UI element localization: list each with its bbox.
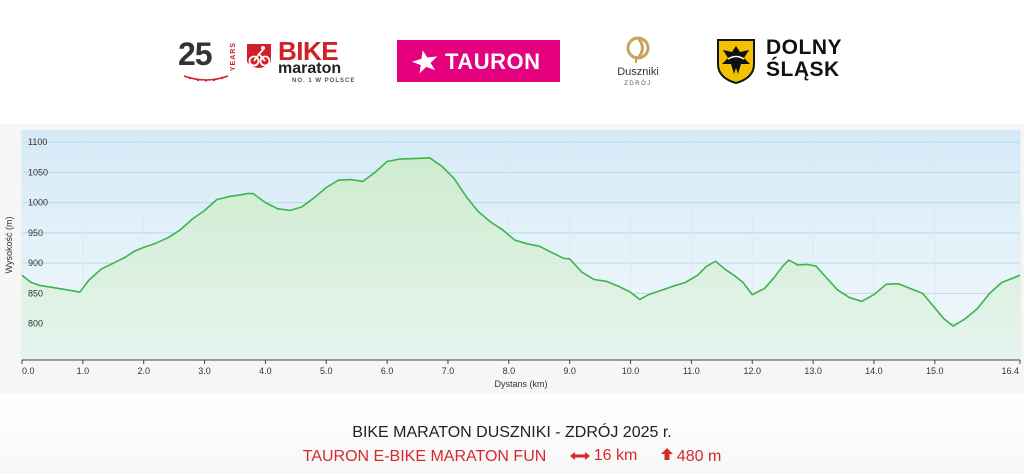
event-title: BIKE MARATON DUSZNIKI - ZDRÓJ 2025 r. [352,424,672,441]
y-tick-label: 1100 [28,137,47,147]
x-tick-label: 10.0 [622,366,640,376]
bike-tagline: NO. 1 W POLSCE [292,78,356,84]
x-tick-label: 15.0 [926,366,944,376]
x-tick-label: 8.0 [503,366,516,376]
duszniki-logo: Duszniki ZDRÓJ [598,36,678,88]
y-tick-label: 850 [28,288,43,298]
cyclist-emblem-icon [247,44,271,68]
x-tick-label: 0.0 [22,366,35,376]
bike-maraton-logo: 25 YEARS BIKE maraton NO. 1 W POLSCE [178,36,360,86]
y-tick-label: 1000 [28,198,48,208]
x-tick-label: 2.0 [137,366,150,376]
eagle-shield-icon [717,39,755,84]
y-axis-title: Wysokość (m) [4,217,14,274]
years-number: 25 [178,36,213,72]
y-tick-label: 800 [28,319,43,329]
distance-stat: 16 km [569,447,638,465]
tauron-text: TAURON [445,49,541,74]
y-axis-ticks: 800 850 900 950 1000 1050 1100 [28,137,48,329]
tauron-logo: TAURON [397,40,560,82]
x-tick-label: 7.0 [442,366,455,376]
x-axis-title: Dystans (km) [494,379,547,389]
x-tick-label: 11.0 [683,366,700,376]
x-tick-label: 9.0 [563,366,576,376]
x-tick-label: 12.0 [743,366,761,376]
x-tick-label: 16.4 [1001,366,1019,376]
ascent-value: 480 m [676,447,722,465]
y-tick-label: 950 [28,228,43,238]
elevation-profile-svg: 800 850 900 950 1000 1050 1100 0.0 1.0 2.0 3.0 4.0… [0,124,1024,394]
y-tick-label: 1050 [28,167,48,177]
distance-value: 16 km [593,447,638,465]
x-tick-label: 14.0 [865,366,883,376]
duszniki-text: Duszniki [617,66,659,78]
elevation-chart: 800 850 900 950 1000 1050 1100 0.0 1.0 2.0 3.0 4.0… [0,124,1024,394]
dolny-slask-logo: DOLNY ŚLĄSK [716,36,861,86]
up-arrow-icon [660,448,673,460]
x-tick-label: 6.0 [381,366,394,376]
duszniki-emblem-icon [626,36,650,63]
x-tick-label: 3.0 [198,366,211,376]
sponsor-logos: 25 YEARS BIKE maraton NO. 1 W POLSCE TAU… [0,0,1024,100]
double-arrow-icon [569,451,590,460]
bike-brand-text: BIKE [278,36,339,66]
x-tick-label: 5.0 [320,366,333,376]
dolny-slask-text: DOLNY ŚLĄSK [766,36,842,81]
elevation-line [21,157,1021,327]
ascent-stat: 480 m [660,447,721,466]
event-info: BIKE MARATON DUSZNIKI - ZDRÓJ 2025 r. TA… [0,394,1024,473]
x-tick-label: 1.0 [77,366,90,376]
event-subtitle-row: TAURON E-BIKE MARATON FUN 16 km 480 m [0,447,1024,466]
laurel-icon [183,75,229,82]
elevation-area [22,157,1020,360]
duszniki-sub-text: ZDRÓJ [624,81,652,87]
x-tick-label: 13.0 [804,366,822,376]
tauron-star-icon [411,50,438,73]
x-tick-label: 4.0 [259,366,272,376]
maraton-brand-text: maraton [278,60,342,77]
y-tick-label: 900 [28,258,43,268]
years-label: YEARS [230,42,237,72]
event-subtitle: TAURON E-BIKE MARATON FUN [302,447,547,465]
x-axis-ticks: 0.0 1.0 2.0 3.0 4.0 5.0 6.0 7.0 8.0 9.0 10.0 11.0 12… [21,360,1021,376]
